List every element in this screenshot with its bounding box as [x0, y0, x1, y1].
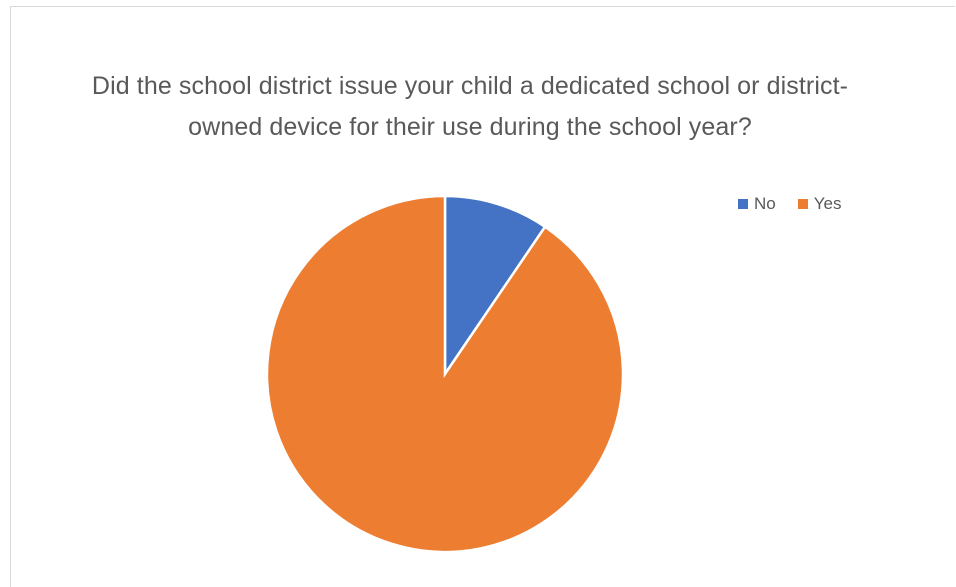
- legend: No Yes: [738, 194, 863, 214]
- pie-slice-yes: [265, 194, 625, 554]
- chart-title: Did the school district issue your child…: [91, 72, 849, 141]
- legend-label-yes: Yes: [813, 194, 842, 213]
- legend-label-no: No: [754, 194, 776, 213]
- legend-swatch-yes: [797, 199, 808, 209]
- legend-swatch-no: [738, 199, 748, 209]
- pie-slice-no: [443, 194, 547, 379]
- pie-chart: [265, 194, 625, 554]
- legend-item-no: No: [738, 194, 776, 214]
- legend-item-yes: Yes: [797, 194, 842, 214]
